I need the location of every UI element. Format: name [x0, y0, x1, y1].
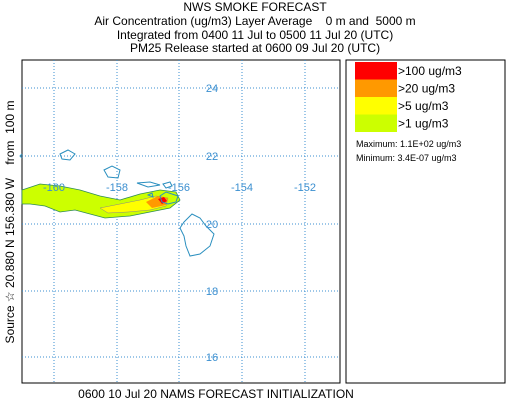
- legend-frame: [345, 59, 506, 384]
- legend-swatch: [355, 97, 397, 115]
- subtitle: Integrated from 0400 11 Jul to 0500 11 J…: [117, 28, 393, 42]
- subtitle: Air Concentration (ug/m3) Layer Average …: [94, 14, 415, 28]
- map-frame: [21, 59, 341, 384]
- latitude-label: 22: [206, 151, 218, 163]
- title: NWS SMOKE FORECAST: [183, 0, 327, 14]
- longitude-label: -160: [43, 182, 65, 194]
- legend-label: >100 ug/m3: [398, 64, 462, 78]
- legend-label: >20 ug/m3: [398, 81, 455, 95]
- legend-label: >1 ug/m3: [398, 116, 449, 130]
- map-labels: 24 22 20 18 16 -160 -158 -156 -154 -152: [43, 83, 316, 364]
- source-label: Source ☆ 20.880 N 156.380 W from 100 m: [3, 101, 17, 344]
- graticule: [22, 60, 340, 383]
- legend-swatch: [355, 62, 397, 80]
- latitude-label: 24: [206, 83, 218, 95]
- legend-swatch: [355, 79, 397, 97]
- latitude-label: 16: [206, 352, 218, 364]
- longitude-label: -152: [294, 182, 316, 194]
- footer: 0600 10 Jul 20 NAMS FORECAST INITIALIZAT…: [78, 387, 354, 401]
- legend: >100 ug/m3 >20 ug/m3 >5 ug/m3 >1 ug/m3: [355, 62, 462, 132]
- longitude-label: -158: [106, 182, 128, 194]
- latitude-label: 20: [206, 219, 218, 231]
- maximum: Maximum: 1.1E+02 ug/m3: [356, 139, 461, 149]
- minimum: Minimum: 3.4E-07 ug/m3: [356, 153, 457, 163]
- longitude-label: -156: [168, 182, 190, 194]
- legend-swatch: [355, 114, 397, 132]
- subtitle: PM25 Release started at 0600 09 Jul 20 (…: [130, 41, 380, 55]
- legend-label: >5 ug/m3: [398, 99, 449, 113]
- coastlines: [19, 149, 215, 257]
- latitude-label: 18: [206, 286, 218, 298]
- smoke-plume: [21, 183, 181, 219]
- longitude-label: -154: [231, 182, 253, 194]
